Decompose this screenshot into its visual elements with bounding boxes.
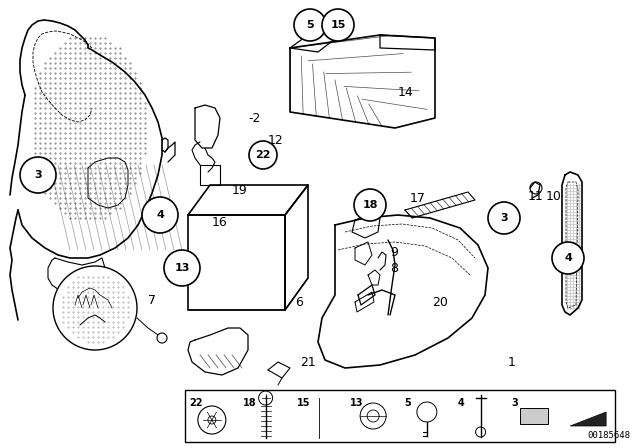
Text: 10: 10 xyxy=(546,190,562,202)
Text: 8: 8 xyxy=(390,262,398,275)
Text: 13: 13 xyxy=(350,398,364,408)
Text: 6: 6 xyxy=(295,296,303,309)
Text: 00185648: 00185648 xyxy=(587,431,630,440)
Text: 11: 11 xyxy=(528,190,544,202)
Text: 7: 7 xyxy=(148,293,156,306)
Text: 3: 3 xyxy=(34,170,42,180)
Text: 22: 22 xyxy=(255,150,271,160)
Circle shape xyxy=(164,250,200,286)
Text: -2: -2 xyxy=(248,112,260,125)
Text: 15: 15 xyxy=(296,398,310,408)
Circle shape xyxy=(488,202,520,234)
Circle shape xyxy=(322,9,354,41)
Text: 14: 14 xyxy=(398,86,413,99)
Circle shape xyxy=(249,141,277,169)
Text: 20: 20 xyxy=(432,296,448,309)
Text: 4: 4 xyxy=(564,253,572,263)
Text: 5: 5 xyxy=(306,20,314,30)
Text: 22: 22 xyxy=(189,398,202,408)
Text: 19: 19 xyxy=(232,184,248,197)
Text: 4: 4 xyxy=(156,210,164,220)
Text: 3: 3 xyxy=(500,213,508,223)
Text: 17: 17 xyxy=(410,191,426,204)
Circle shape xyxy=(142,197,178,233)
Text: 1: 1 xyxy=(508,356,516,369)
Circle shape xyxy=(294,9,326,41)
Bar xyxy=(520,408,548,424)
Text: 3: 3 xyxy=(511,398,518,408)
Text: 18: 18 xyxy=(362,200,378,210)
Text: 15: 15 xyxy=(330,20,346,30)
Polygon shape xyxy=(570,412,606,426)
Text: 21: 21 xyxy=(300,356,316,369)
Text: 9: 9 xyxy=(390,246,398,258)
Text: 13: 13 xyxy=(174,263,189,273)
Circle shape xyxy=(20,157,56,193)
Circle shape xyxy=(157,333,167,343)
Text: 5: 5 xyxy=(404,398,411,408)
Circle shape xyxy=(552,242,584,274)
Text: 4: 4 xyxy=(458,398,465,408)
Text: 16: 16 xyxy=(212,215,228,228)
Bar xyxy=(185,390,615,442)
Text: 18: 18 xyxy=(243,398,257,408)
Text: 12: 12 xyxy=(268,134,284,146)
Circle shape xyxy=(53,266,137,350)
Circle shape xyxy=(354,189,386,221)
